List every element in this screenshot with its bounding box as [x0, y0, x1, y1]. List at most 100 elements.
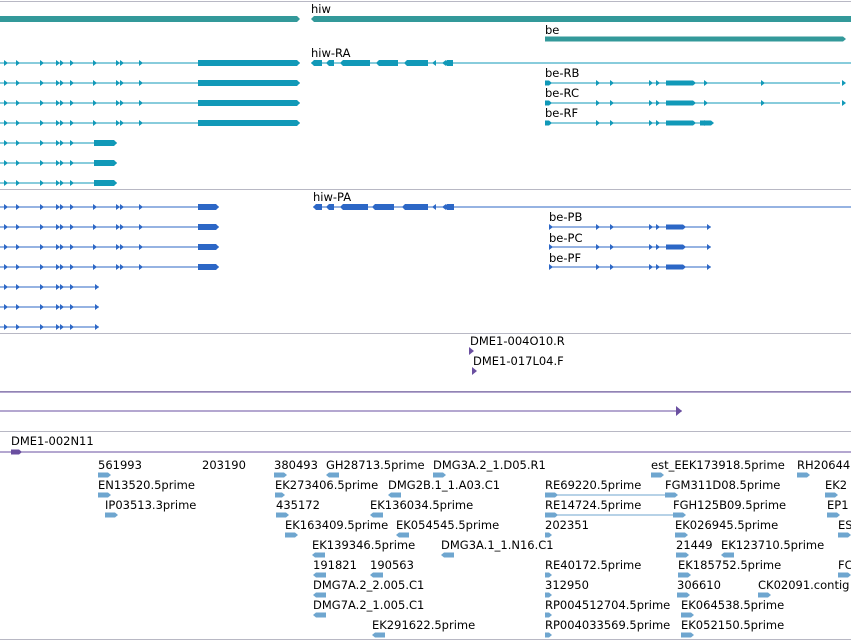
exon-arrow — [656, 244, 660, 250]
exon-arrow — [120, 60, 124, 66]
est-label[interactable]: ES — [838, 518, 851, 532]
exon-arrow — [649, 120, 653, 126]
est-label[interactable]: EK123710.5prime — [721, 538, 825, 552]
transcript-label-be-rc[interactable]: be-RC — [545, 86, 579, 100]
exon-block — [372, 204, 394, 210]
exon-block — [198, 60, 300, 66]
transcript-label-be-rf[interactable]: be-RF — [545, 106, 579, 120]
exon-block — [94, 140, 117, 146]
transcript-label-be-rb[interactable]: be-RB — [545, 66, 580, 80]
est-label[interactable]: 306610 — [677, 578, 721, 592]
exon-block — [545, 632, 552, 638]
est-label[interactable]: EK291622.5prime — [372, 618, 476, 632]
exon-block — [376, 60, 398, 66]
clone-label-dme1-017l04[interactable]: DME1-017L04.F — [473, 354, 564, 368]
exon-arrow — [93, 80, 97, 86]
est-label[interactable]: EK273406.5prime — [275, 478, 379, 492]
est-label[interactable]: 312950 — [545, 578, 589, 592]
exon-arrow — [60, 324, 64, 330]
est-label[interactable]: DMG3A.1_1.N16.C1 — [441, 538, 554, 552]
exon-arrow — [70, 264, 74, 270]
est-label[interactable]: DMG7A.2_2.005.C1 — [313, 578, 425, 592]
est-label[interactable]: RP004033569.5prime — [545, 618, 671, 632]
transcript-label-be-pb[interactable]: be-PB — [549, 210, 583, 224]
est-label[interactable]: est_EEK173918.5prime — [651, 458, 785, 472]
est-label[interactable]: DMG3A.2_1.D05.R1 — [433, 458, 546, 472]
exon-arrow — [656, 100, 660, 106]
est-label[interactable]: 380493 — [274, 458, 318, 472]
exon-arrow — [70, 224, 74, 230]
exon-block — [313, 612, 326, 618]
est-label[interactable]: EK054545.5prime — [396, 518, 500, 532]
est-label[interactable]: IP03513.3prime — [105, 498, 197, 512]
exon-block — [444, 60, 453, 66]
exon-block — [388, 492, 401, 498]
exon-arrow — [707, 244, 711, 250]
exon-arrow — [842, 100, 846, 106]
gene-label-be[interactable]: be — [545, 23, 560, 37]
est-label[interactable]: 561993 — [98, 458, 142, 472]
est-label[interactable]: 202351 — [545, 518, 589, 532]
est-label[interactable]: FC — [838, 558, 851, 572]
exon-block — [340, 204, 368, 210]
est-label[interactable]: EK2 — [825, 478, 848, 492]
transcript-label-hiw-ra[interactable]: hiw-RA — [311, 46, 351, 60]
exon-arrow — [70, 324, 74, 330]
exon-block — [545, 492, 558, 498]
exon-arrow — [656, 224, 660, 230]
est-label[interactable]: EK163409.5prime — [285, 518, 389, 532]
exon-arrow — [40, 224, 44, 230]
clone-label-dme1-002n11[interactable]: DME1-002N11 — [11, 434, 94, 448]
exon-block — [665, 492, 678, 498]
est-label[interactable]: DMG7A.2_1.005.C1 — [313, 598, 425, 612]
exon-block — [441, 552, 454, 558]
est-label[interactable]: RE69220.5prime — [545, 478, 642, 492]
est-label[interactable]: RH20644 — [797, 458, 851, 472]
exon-arrow — [60, 120, 64, 126]
transcript-label-be-pf[interactable]: be-PF — [549, 251, 582, 265]
exon-arrow — [610, 120, 614, 126]
est-label[interactable]: EN13520.5prime — [98, 478, 195, 492]
exon-arrow — [549, 264, 553, 270]
est-label[interactable]: 435172 — [276, 498, 320, 512]
exon-block — [677, 592, 690, 598]
transcript-label-hiw-pa[interactable]: hiw-PA — [313, 190, 352, 204]
est-label[interactable]: EK185752.5prime — [678, 558, 782, 572]
exon-arrow — [93, 120, 97, 126]
est-label[interactable]: EK052150.5prime — [681, 618, 785, 632]
exon-arrow — [56, 304, 60, 310]
est-label[interactable]: 190563 — [370, 558, 414, 572]
exon-arrow — [120, 244, 124, 250]
exon-arrow — [56, 224, 60, 230]
est-label[interactable]: EP1 — [827, 498, 849, 512]
transcript-label-be-pc[interactable]: be-PC — [549, 231, 583, 245]
est-label[interactable]: 191821 — [313, 558, 357, 572]
est-label[interactable]: RE14724.5prime — [545, 498, 642, 512]
est-label[interactable]: EK139346.5prime — [312, 538, 416, 552]
est-label[interactable]: 21449 — [676, 538, 713, 552]
est-label[interactable]: EK136034.5prime — [370, 498, 474, 512]
est-label[interactable]: GH28713.5prime — [326, 458, 425, 472]
gene-label-hiw[interactable]: hiw — [311, 2, 331, 16]
clone-label-dme1-004o10[interactable]: DME1-004O10.R — [470, 334, 565, 348]
est-label[interactable]: CK02091.contig — [758, 578, 850, 592]
est-label[interactable]: EK064538.5prime — [681, 598, 785, 612]
exon-arrow — [120, 264, 124, 270]
exon-arrow — [4, 304, 8, 310]
exon-block — [721, 552, 734, 558]
est-label[interactable]: RP004512704.5prime — [545, 598, 671, 612]
exon-arrow — [549, 244, 553, 250]
est-label[interactable]: DMG2B.1_1.A03.C1 — [388, 478, 501, 492]
exon-arrow — [56, 100, 60, 106]
exon-arrow — [4, 160, 8, 166]
est-label[interactable]: FGH125B09.5prime — [673, 498, 787, 512]
est-label[interactable]: FGM311D08.5prime — [665, 478, 781, 492]
est-label[interactable]: EK026945.5prime — [675, 518, 779, 532]
exon-arrow — [70, 284, 74, 290]
exon-arrow — [70, 160, 74, 166]
est-label[interactable]: 203190 — [202, 458, 246, 472]
exon-arrow — [596, 244, 600, 250]
exon-block — [0, 16, 300, 22]
exon-arrow — [676, 406, 682, 416]
est-label[interactable]: RE40172.5prime — [545, 558, 642, 572]
